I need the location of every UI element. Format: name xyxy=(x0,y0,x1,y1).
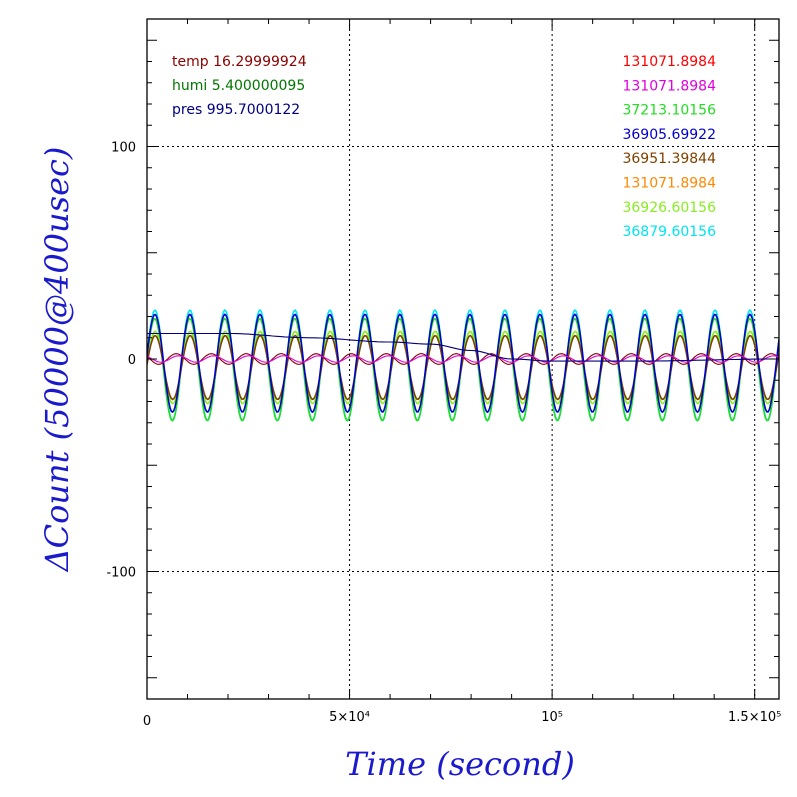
series-line-6 xyxy=(147,355,779,363)
channel-legend-entry: 131071.8984 xyxy=(622,176,716,192)
x-tick-label: 0 xyxy=(143,714,151,729)
y-axis-title: ΔCount (50000@400usec) xyxy=(38,147,76,574)
channel-legend-entry: 36951.39844 xyxy=(622,151,716,167)
channel-legend-entry: 131071.8984 xyxy=(622,78,716,94)
x-axis-title: Time (second) xyxy=(345,745,575,783)
tick-labels: 0 5×10⁴ 10⁵ 1.5×10⁵ -100 0 100 xyxy=(106,141,781,730)
y-tick-label: -100 xyxy=(106,566,136,581)
channel-legend-entry: 36879.60156 xyxy=(622,224,716,240)
env-legend-entry: humi 5.400000095 xyxy=(172,78,305,94)
channel-legend-entry: 131071.8984 xyxy=(622,54,716,70)
channel-legend-entry: 37213.10156 xyxy=(622,103,716,119)
y-tick-label: 100 xyxy=(111,141,136,156)
x-tick-label: 10⁵ xyxy=(541,710,563,725)
series-line-7 xyxy=(147,332,779,362)
x-tick-label: 1.5×10⁵ xyxy=(728,710,781,725)
series-line-3 xyxy=(147,334,779,401)
y-tick-label: 0 xyxy=(128,353,136,368)
env-legend: temp 16.29999924 humi 5.400000095 pres 995… xyxy=(172,54,307,118)
channel-legend-entry: 36905.69922 xyxy=(622,127,716,143)
minor-ticks xyxy=(146,19,779,699)
channel-legend-entry: 36926.60156 xyxy=(622,200,716,216)
env-legend-entry: pres 995.7000122 xyxy=(172,102,300,118)
plot-area-clip xyxy=(147,308,779,422)
series-line-4 xyxy=(147,313,779,414)
x-tick-label: 5×10⁴ xyxy=(329,710,370,725)
env-legend-entry: temp 16.29999924 xyxy=(172,54,307,70)
channel-legend: 131071.8984 131071.8984 37213.10156 36905.6… xyxy=(622,54,716,240)
